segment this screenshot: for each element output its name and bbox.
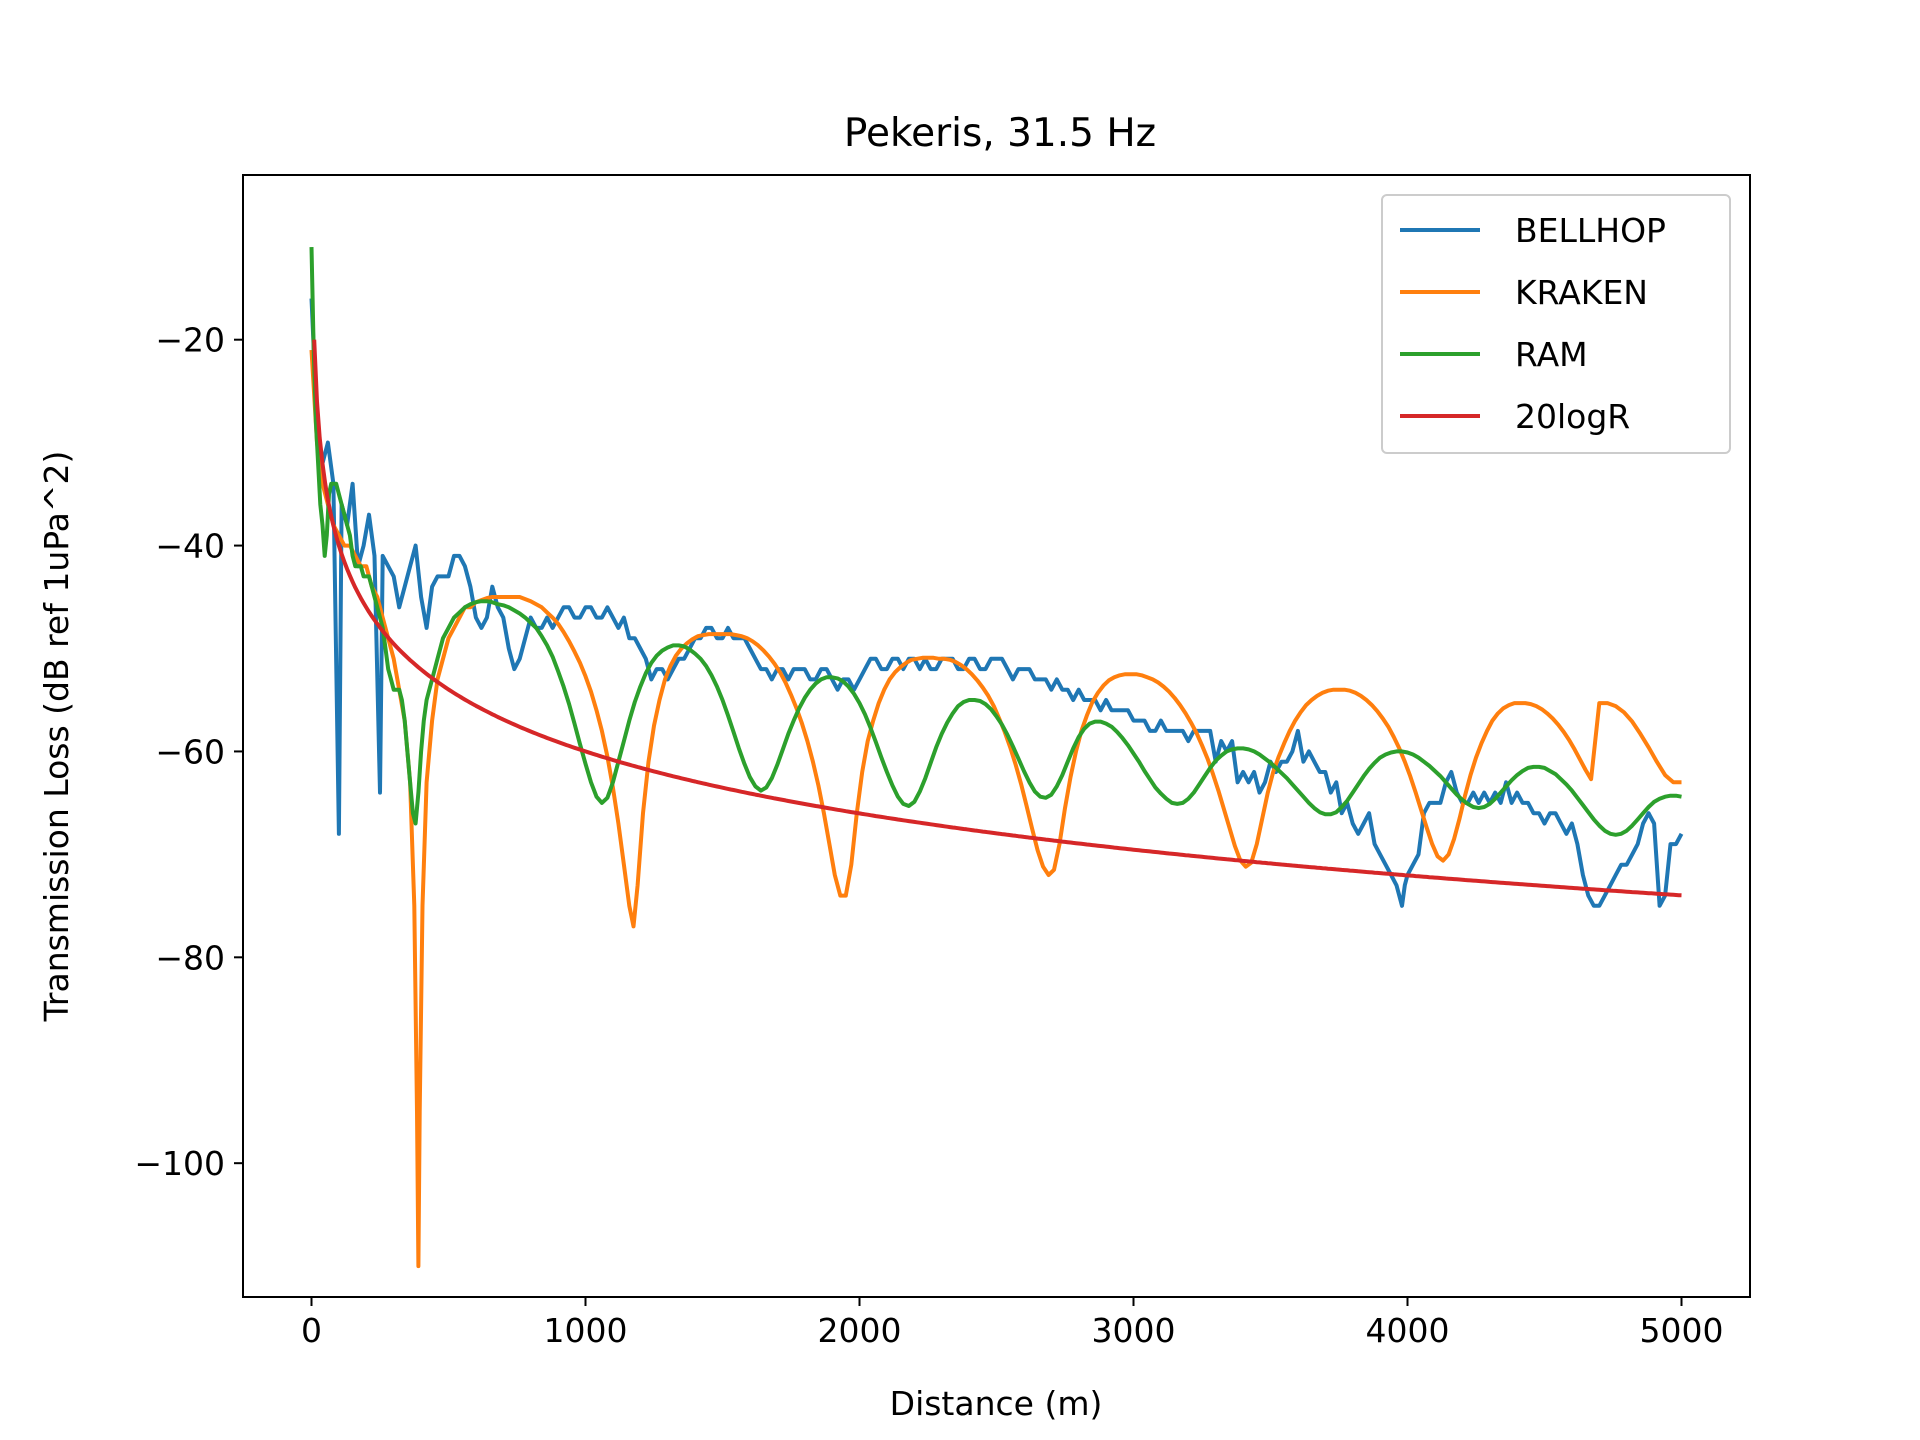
series-line-20logr: [312, 339, 1682, 898]
series-line-kraken: [309, 349, 1682, 1269]
y-tick-label: −80: [155, 938, 225, 977]
y-tick-label: −40: [155, 527, 225, 566]
y-axis: −20 −40 −60 −80 −100: [134, 321, 243, 1183]
legend-label: KRAKEN: [1515, 273, 1648, 312]
series-line-ram: [309, 247, 1682, 837]
x-tick-label: 3000: [1092, 1311, 1176, 1350]
chart-title: Pekeris, 31.5 Hz: [844, 111, 1156, 156]
legend-label: RAM: [1515, 335, 1588, 374]
series-layer: [309, 247, 1684, 1269]
x-tick-label: 2000: [818, 1311, 902, 1350]
y-tick-label: −60: [155, 732, 225, 771]
plot-frame: [242, 174, 1751, 1298]
y-tick-label: −100: [134, 1144, 225, 1183]
x-axis-label: Distance (m): [890, 1384, 1103, 1423]
x-tick-label: 4000: [1366, 1311, 1450, 1350]
y-axis-label: Transmission Loss (dB ref 1uPa^2): [37, 451, 76, 1023]
x-tick-label: 1000: [544, 1311, 628, 1350]
legend-label: BELLHOP: [1515, 211, 1666, 250]
y-tick-label: −20: [155, 321, 225, 360]
x-tick-label: 5000: [1640, 1311, 1724, 1350]
legend-frame: [1381, 194, 1731, 454]
x-tick-label: 0: [301, 1311, 322, 1350]
legend: BELLHOP KRAKEN RAM 20logR: [1381, 194, 1731, 454]
legend-label: 20logR: [1515, 397, 1630, 436]
x-axis: 0 1000 2000 3000 4000 5000: [301, 1297, 1723, 1350]
